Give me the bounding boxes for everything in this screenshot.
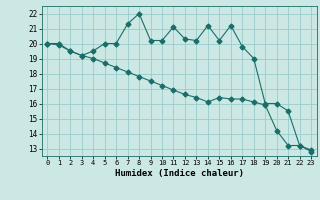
X-axis label: Humidex (Indice chaleur): Humidex (Indice chaleur) <box>115 169 244 178</box>
